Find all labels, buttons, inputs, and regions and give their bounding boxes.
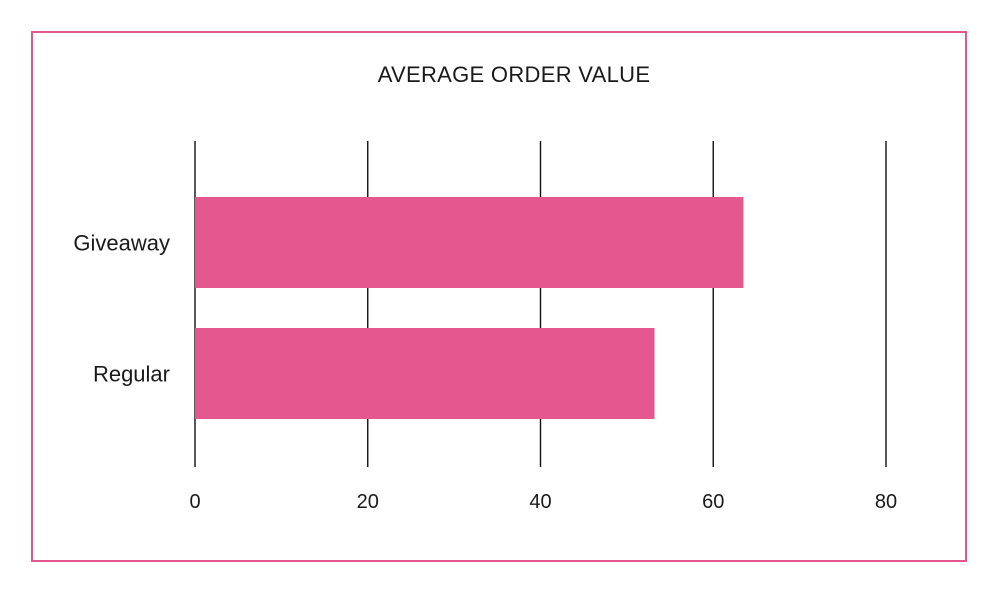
category-label-giveaway: Giveaway	[73, 231, 170, 256]
bars	[195, 197, 744, 419]
bar-regular	[195, 328, 655, 419]
x-axis-tick-labels: 0 20 40 60 80	[189, 491, 897, 513]
category-label-regular: Regular	[93, 362, 170, 387]
x-tick-label-0: 0	[189, 491, 200, 513]
category-labels: Giveaway Regular	[73, 231, 170, 387]
chart-frame	[31, 31, 967, 562]
bar-giveaway	[195, 197, 744, 288]
x-tick-label-80: 80	[875, 491, 897, 513]
x-tick-label-40: 40	[529, 491, 551, 513]
chart-title: AVERAGE ORDER VALUE	[378, 62, 651, 87]
x-tick-label-60: 60	[702, 491, 724, 513]
x-tick-label-20: 20	[357, 491, 379, 513]
